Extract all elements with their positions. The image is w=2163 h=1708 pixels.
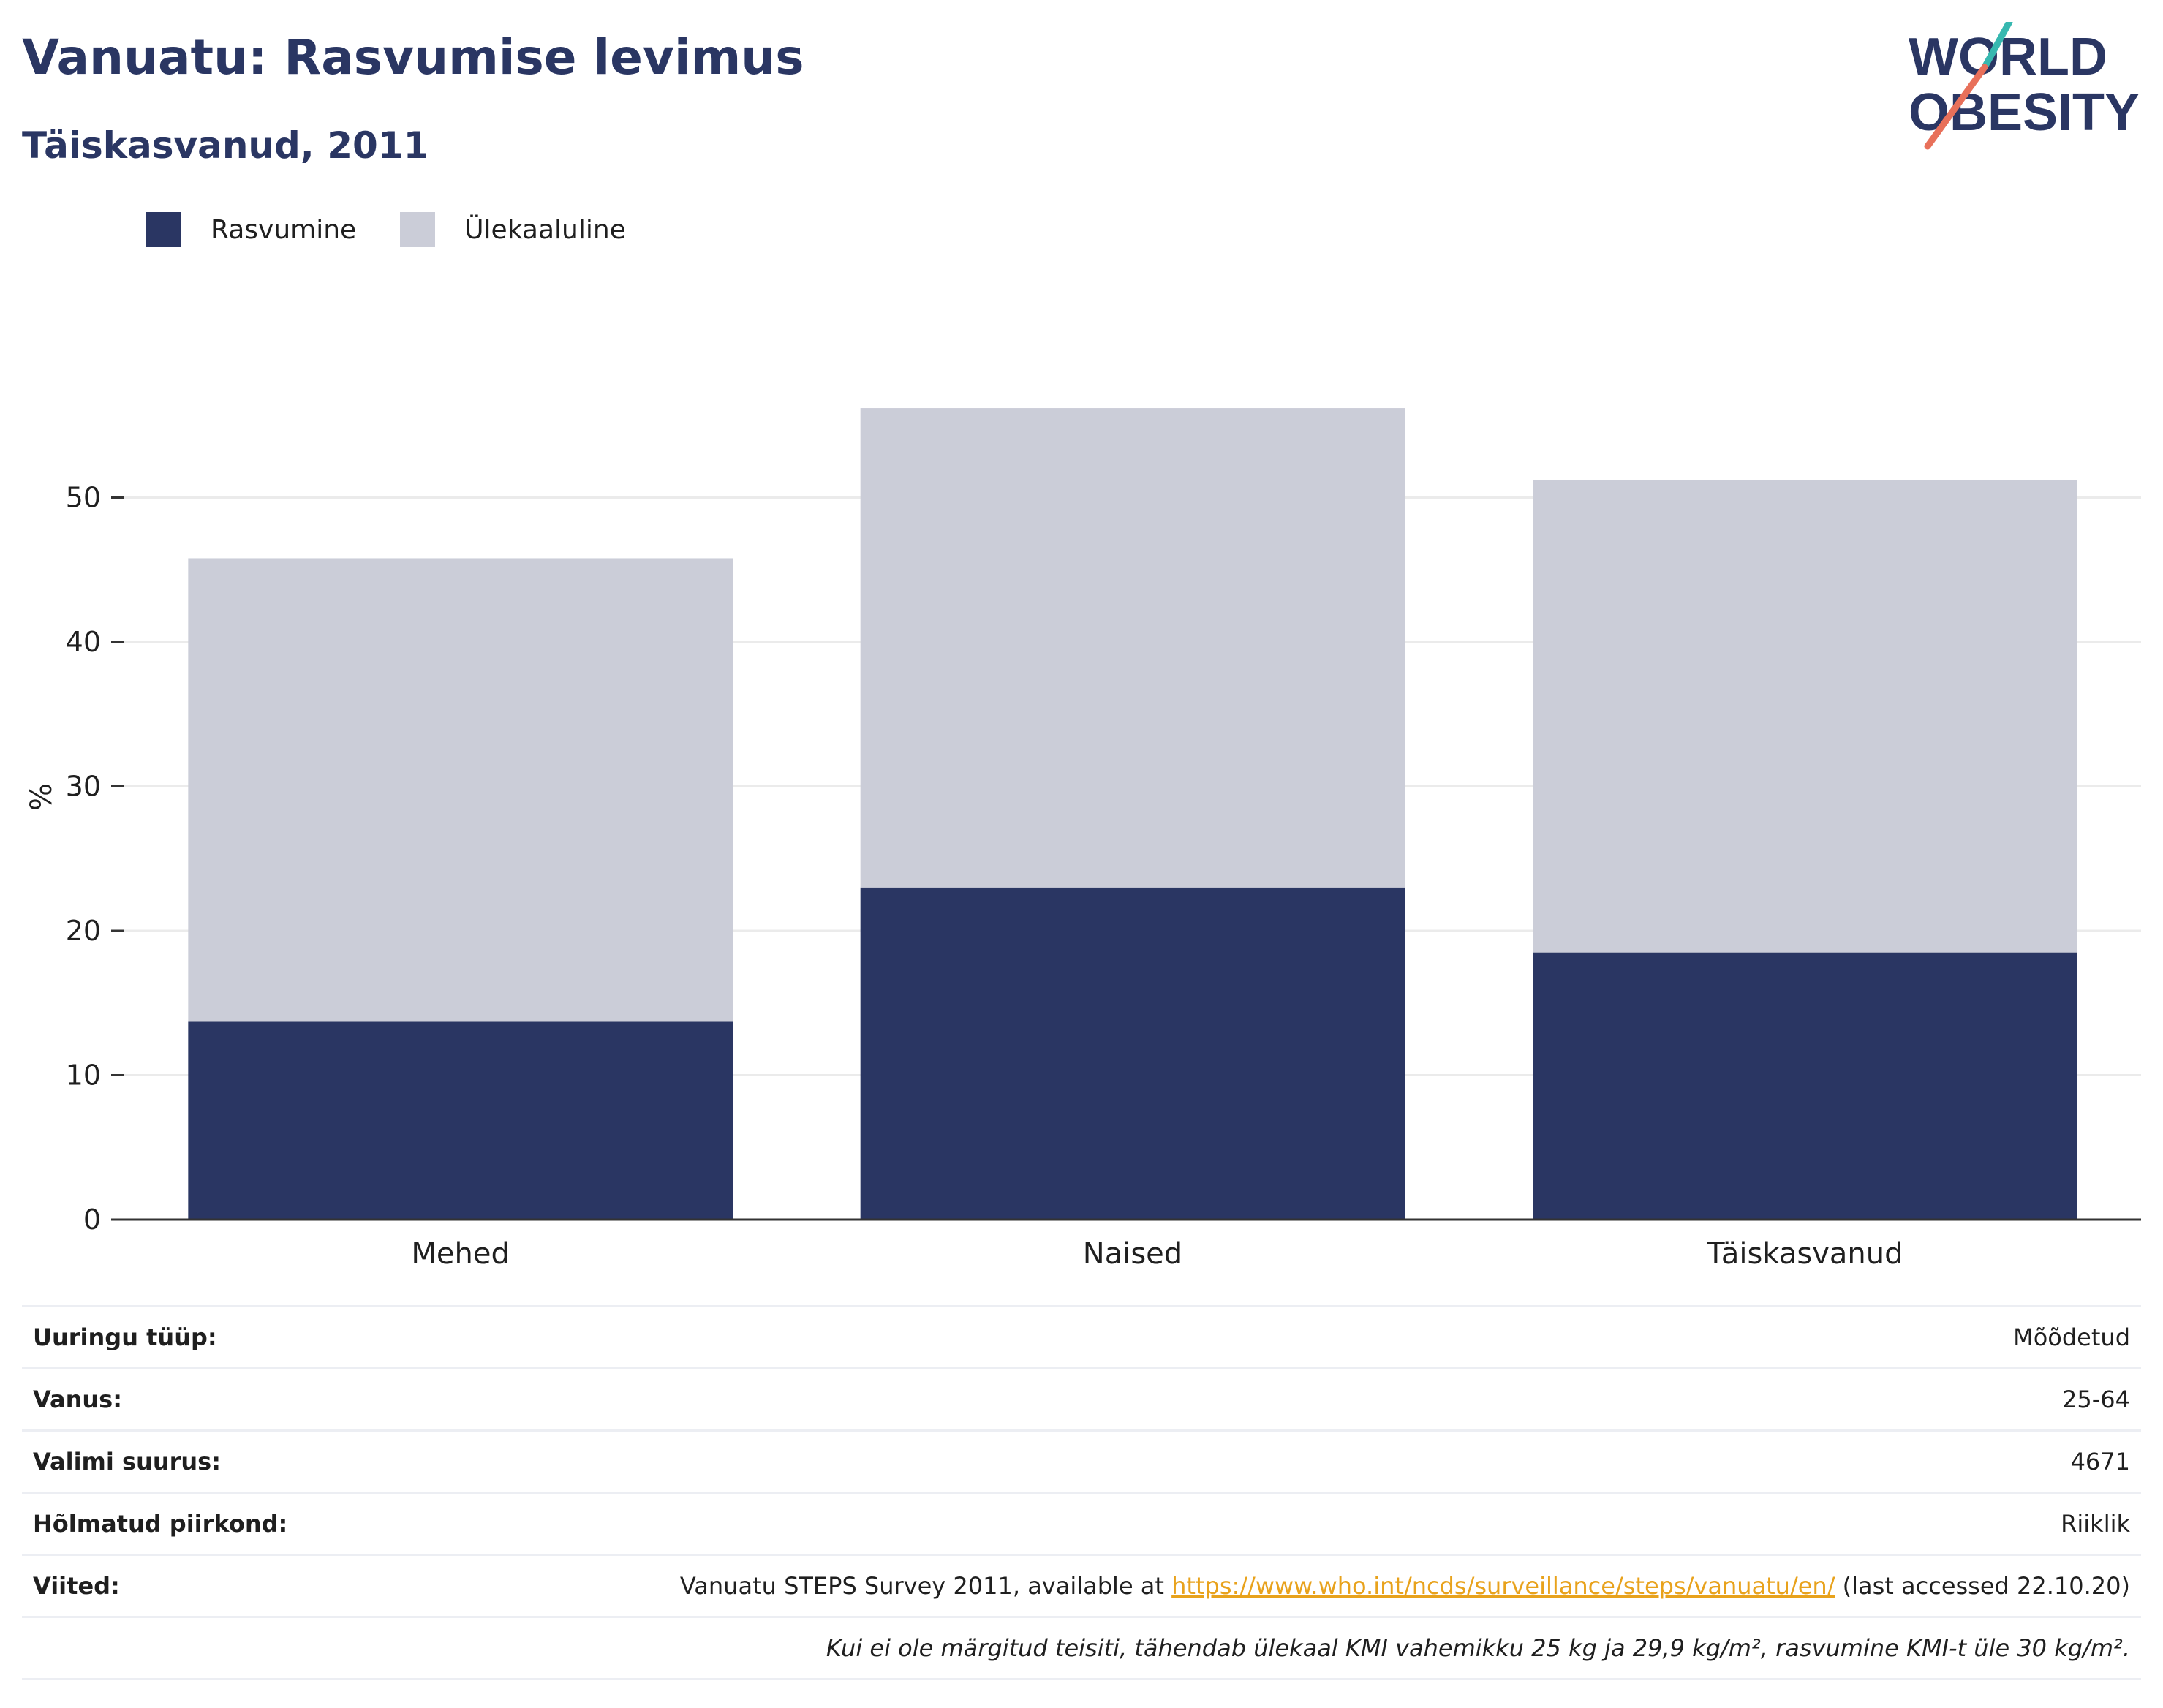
logo-text-world: WORLD	[1909, 28, 2107, 86]
bar-ulekaaluline	[1533, 480, 2077, 953]
bar-ulekaaluline	[188, 558, 733, 1022]
age-value: 25-64	[357, 1368, 2141, 1432]
references-text: Vanuatu STEPS Survey 2011, available at	[679, 1572, 1172, 1600]
legend-label-rasvumine: Rasvumine	[211, 214, 357, 245]
y-axis-label: %	[25, 783, 58, 811]
legend-swatch-ulekaaluline	[400, 212, 436, 247]
table-row: Uuringu tüüp: Mõõdetud	[22, 1305, 2141, 1369]
legend-label-ulekaaluline: Ülekaaluline	[464, 214, 626, 245]
x-tick-label: Naised	[1083, 1237, 1182, 1271]
age-label: Vanus:	[22, 1368, 358, 1432]
legend-swatch-rasvumine	[146, 212, 181, 247]
bar-rasvumine	[1533, 952, 2077, 1220]
table-row: Valimi suurus: 4671	[22, 1430, 2141, 1494]
world-obesity-logo: WORLD OBESITY	[1909, 22, 2140, 150]
y-tick-label: 20	[66, 915, 101, 947]
references-label: Viited:	[22, 1554, 358, 1618]
y-tick-label: 10	[66, 1059, 101, 1092]
area-covered-value: Riiklik	[357, 1492, 2141, 1556]
references-value: Vanuatu STEPS Survey 2011, available at …	[357, 1554, 2141, 1618]
x-tick-label: Mehed	[411, 1237, 509, 1271]
legend-item-ulekaaluline[interactable]: Ülekaaluline	[400, 212, 626, 247]
survey-type-label: Uuringu tüüp:	[22, 1305, 358, 1369]
bar-ulekaaluline	[860, 408, 1405, 888]
bar-rasvumine	[188, 1021, 733, 1220]
y-tick-label: 30	[66, 771, 101, 803]
chart-subtitle: Täiskasvanud, 2011	[22, 124, 429, 167]
bar-rasvumine	[860, 887, 1405, 1220]
legend-item-rasvumine[interactable]: Rasvumine	[146, 212, 356, 247]
references-link[interactable]: https://www.who.int/ncds/surveillance/st…	[1171, 1572, 1835, 1600]
logo-text-obesity: OBESITY	[1909, 83, 2140, 142]
references-accessed: (last accessed 22.10.20)	[1835, 1572, 2130, 1600]
survey-info-table: Uuringu tüüp: Mõõdetud Vanus: 25-64 Vali…	[22, 1305, 2141, 1680]
chart-legend: Rasvumine Ülekaaluline	[146, 212, 670, 247]
survey-type-value: Mõõdetud	[357, 1305, 2141, 1369]
x-tick-label: Täiskasvanud	[1706, 1237, 1903, 1271]
sample-size-label: Valimi suurus:	[22, 1430, 358, 1494]
stacked-bar-chart: 0 10 20 30 40 50 Mehed Naised Täiskasvanud%	[25, 408, 2141, 1271]
y-tick-label: 50	[66, 482, 101, 514]
area-covered-label: Hõlmatud piirkond:	[22, 1492, 358, 1556]
y-tick-label: 0	[83, 1203, 101, 1236]
definition-note: Kui ei ole märgitud teisiti, tähendab ül…	[22, 1617, 2141, 1680]
table-row: Vanus: 25-64	[22, 1368, 2141, 1432]
table-row: Hõlmatud piirkond: Riiklik	[22, 1492, 2141, 1556]
logo-slash-teal	[1981, 22, 2013, 71]
logo-slash-coral	[1924, 64, 1988, 150]
sample-size-value: 4671	[357, 1430, 2141, 1494]
chart-title: Vanuatu: Rasvumise levimus	[22, 29, 804, 86]
table-row: Viited: Vanuatu STEPS Survey 2011, avail…	[22, 1554, 2141, 1618]
table-row: Kui ei ole märgitud teisiti, tähendab ül…	[22, 1617, 2141, 1680]
y-tick-label: 40	[66, 626, 101, 658]
